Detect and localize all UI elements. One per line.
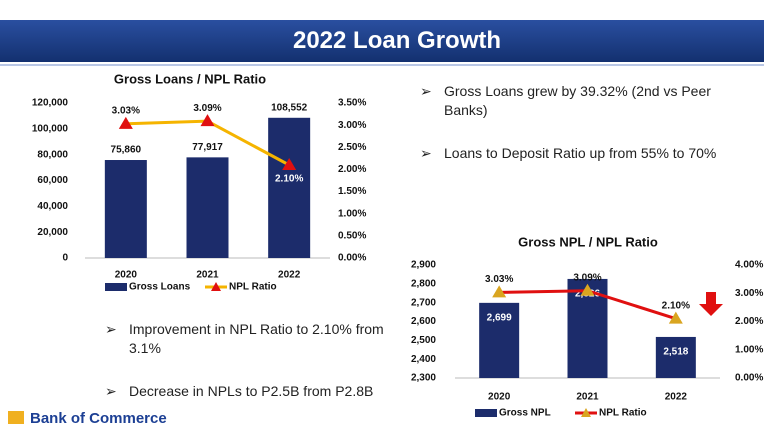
- down-arrow: [699, 292, 723, 316]
- y-tick-label: 2,800: [411, 278, 436, 289]
- bar-label: 77,917: [192, 142, 223, 153]
- y2-tick-label: 2.00%: [735, 316, 763, 327]
- logo-icon: [8, 411, 24, 424]
- y-tick-label: 2,700: [411, 297, 436, 308]
- legend-label: NPL Ratio: [599, 408, 647, 419]
- y2-tick-label: 3.00%: [735, 288, 763, 299]
- banner-title: 2022 Loan Growth: [0, 20, 764, 62]
- x-tick-label: 2020: [488, 392, 511, 403]
- x-tick-label: 2022: [665, 392, 688, 403]
- bar-label: 2,699: [487, 312, 512, 323]
- y-tick-label: 2,500: [411, 335, 436, 346]
- y-tick-label: 60,000: [37, 175, 68, 186]
- chart-title: Gross Loans / NPL Ratio: [114, 71, 266, 86]
- y2-tick-label: 1.50%: [338, 186, 366, 197]
- legend-swatch: [475, 409, 497, 417]
- marker: [282, 158, 297, 170]
- y-tick-label: 100,000: [32, 123, 69, 134]
- ratio-label: 3.03%: [112, 105, 140, 116]
- y2-tick-label: 1.00%: [735, 344, 763, 355]
- legend-label: NPL Ratio: [229, 282, 277, 293]
- bar: [655, 336, 696, 378]
- legend-marker: [581, 408, 591, 417]
- y2-tick-label: 0.00%: [735, 373, 763, 384]
- y-tick-label: 2,600: [411, 316, 436, 327]
- x-tick-label: 2021: [196, 270, 219, 281]
- y-tick-label: 2,300: [411, 373, 436, 384]
- legend-marker: [211, 282, 221, 291]
- y-tick-label: 80,000: [37, 149, 68, 160]
- marker: [580, 283, 595, 296]
- ratio-label: 2.10%: [275, 174, 303, 185]
- y-tick-label: 2,400: [411, 354, 436, 365]
- y2-tick-label: 1.00%: [338, 208, 366, 219]
- y-tick-label: 120,000: [32, 98, 69, 109]
- bullet: Gross Loans grew by 39.32% (2nd vs Peer …: [420, 82, 744, 120]
- logo-text: Bank of Commerce: [30, 410, 167, 427]
- y-tick-label: 20,000: [37, 227, 68, 238]
- y-tick-label: 40,000: [37, 201, 68, 212]
- bar: [479, 302, 520, 378]
- divider: [0, 64, 764, 66]
- y2-tick-label: 2.00%: [338, 164, 366, 175]
- bar: [268, 117, 311, 258]
- x-tick-label: 2020: [115, 270, 138, 281]
- bar-label: 2,518: [663, 347, 688, 358]
- x-tick-label: 2022: [278, 270, 301, 281]
- legend-swatch: [105, 283, 127, 291]
- marker: [200, 114, 215, 127]
- y2-tick-label: 2.50%: [338, 142, 366, 153]
- bar-label: 108,552: [271, 102, 308, 113]
- bullet: Loans to Deposit Ratio up from 55% to 70…: [420, 144, 744, 163]
- x-tick-label: 2021: [576, 392, 599, 403]
- ratio-label: 3.09%: [573, 272, 601, 283]
- bullet: Improvement in NPL Ratio to 2.10% from 3…: [105, 320, 384, 358]
- ratio-label: 3.03%: [485, 274, 513, 285]
- legend-label: Gross NPL: [499, 408, 551, 419]
- chart-title: Gross NPL / NPL Ratio: [518, 234, 658, 249]
- y2-tick-label: 0.00%: [338, 253, 366, 264]
- bullet: Decrease in NPLs to P2.5B from P2.8B: [105, 382, 419, 401]
- bar: [186, 157, 229, 258]
- ratio-label: 3.09%: [193, 103, 221, 114]
- y2-tick-label: 3.50%: [338, 98, 366, 109]
- bar: [104, 160, 147, 258]
- marker: [668, 311, 683, 324]
- y-tick-label: 0: [62, 253, 68, 264]
- y2-tick-label: 0.50%: [338, 230, 366, 241]
- y2-tick-label: 4.00%: [735, 260, 763, 271]
- logo: Bank of Commerce: [8, 410, 167, 427]
- marker: [492, 285, 507, 298]
- ratio-label: 2.10%: [662, 300, 690, 311]
- bar-label: 75,860: [111, 145, 142, 156]
- legend-label: Gross Loans: [129, 282, 191, 293]
- y-tick-label: 2,900: [411, 260, 436, 271]
- y2-tick-label: 3.00%: [338, 120, 366, 131]
- marker: [118, 116, 133, 129]
